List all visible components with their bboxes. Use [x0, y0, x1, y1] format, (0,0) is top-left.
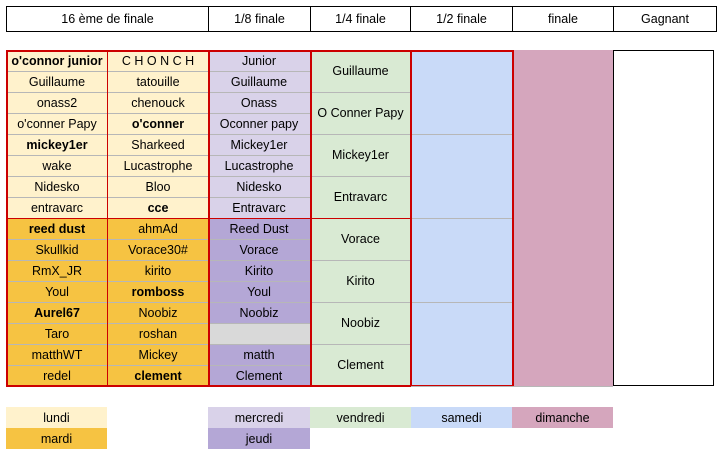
player-cell: o'connor junior: [6, 50, 108, 71]
player-cell: onass2: [6, 92, 108, 113]
player-cell: Skullkid: [6, 239, 108, 260]
legend-samedi: samedi: [411, 407, 512, 428]
legend-mardi: mardi: [6, 428, 107, 449]
player-cell: Nidesko: [6, 176, 108, 197]
semi-cell: [410, 218, 512, 302]
player-cell: RmX_JR: [6, 260, 108, 281]
round8-cell: Entravarc: [208, 197, 310, 218]
round8-cell: matth: [208, 344, 310, 365]
round8-cell: Reed Dust: [208, 218, 310, 239]
legend-dimanche: dimanche: [512, 407, 613, 428]
player-cell: Lucastrophe: [107, 155, 209, 176]
final-cell: [512, 50, 613, 386]
player-cell: Vorace30#: [107, 239, 209, 260]
player-cell: Noobiz: [107, 302, 209, 323]
round8-cell: Youl: [208, 281, 310, 302]
quarter-cell: Noobiz: [310, 302, 411, 344]
quarter-cell: Entravarc: [310, 176, 411, 218]
quarter-cell: Clement: [310, 344, 411, 386]
player-cell: o'conner: [107, 113, 209, 134]
round8-cell: Vorace: [208, 239, 310, 260]
winner-cell: [613, 50, 714, 386]
player-cell: wake: [6, 155, 108, 176]
player-cell: chenouck: [107, 92, 209, 113]
player-cell: o'conner Papy: [6, 113, 108, 134]
quarter-cell: O Conner Papy: [310, 92, 411, 134]
player-cell: matthWT: [6, 344, 108, 365]
header-round16: 16 ème de finale: [6, 6, 209, 32]
header-quarter: 1/4 finale: [310, 6, 411, 32]
round8-cell: Oconner papy: [208, 113, 310, 134]
header-final: finale: [512, 6, 614, 32]
round8-cell: Guillaume: [208, 71, 310, 92]
quarter-cell: Mickey1er: [310, 134, 411, 176]
semi-cell: [410, 134, 512, 218]
semi-cell: [410, 302, 512, 386]
player-cell: Mickey: [107, 344, 209, 365]
player-cell: Guillaume: [6, 71, 108, 92]
player-cell: mickey1er: [6, 134, 108, 155]
player-cell: ahmAd: [107, 218, 209, 239]
legend-jeudi: jeudi: [208, 428, 310, 449]
player-cell: Sharkeed: [107, 134, 209, 155]
legend-vendredi: vendredi: [310, 407, 411, 428]
round8-cell: Nidesko: [208, 176, 310, 197]
quarter-cell: Guillaume: [310, 50, 411, 92]
player-cell: clement: [107, 365, 209, 386]
round8-cell: Mickey1er: [208, 134, 310, 155]
player-cell: redel: [6, 365, 108, 386]
round8-cell: Noobiz: [208, 302, 310, 323]
round8-cell: Clement: [208, 365, 310, 386]
round8-cell: Onass: [208, 92, 310, 113]
header-round8: 1/8 finale: [208, 6, 311, 32]
player-cell: reed dust: [6, 218, 108, 239]
round8-cell: [208, 323, 310, 344]
semi-cell: [410, 50, 512, 134]
player-cell: C H O N C H: [107, 50, 209, 71]
player-cell: entravarc: [6, 197, 108, 218]
player-cell: Youl: [6, 281, 108, 302]
legend-mercredi: mercredi: [208, 407, 310, 428]
quarter-cell: Vorace: [310, 218, 411, 260]
legend-lundi: lundi: [6, 407, 107, 428]
player-cell: Aurel67: [6, 302, 108, 323]
player-cell: tatouille: [107, 71, 209, 92]
player-cell: cce: [107, 197, 209, 218]
player-cell: Taro: [6, 323, 108, 344]
round8-cell: Junior: [208, 50, 310, 71]
player-cell: romboss: [107, 281, 209, 302]
round8-cell: Lucastrophe: [208, 155, 310, 176]
round8-cell: Kirito: [208, 260, 310, 281]
quarter-cell: Kirito: [310, 260, 411, 302]
header-semi: 1/2 finale: [410, 6, 513, 32]
header-winner: Gagnant: [613, 6, 717, 32]
player-cell: Bloo: [107, 176, 209, 197]
player-cell: roshan: [107, 323, 209, 344]
player-cell: kirito: [107, 260, 209, 281]
